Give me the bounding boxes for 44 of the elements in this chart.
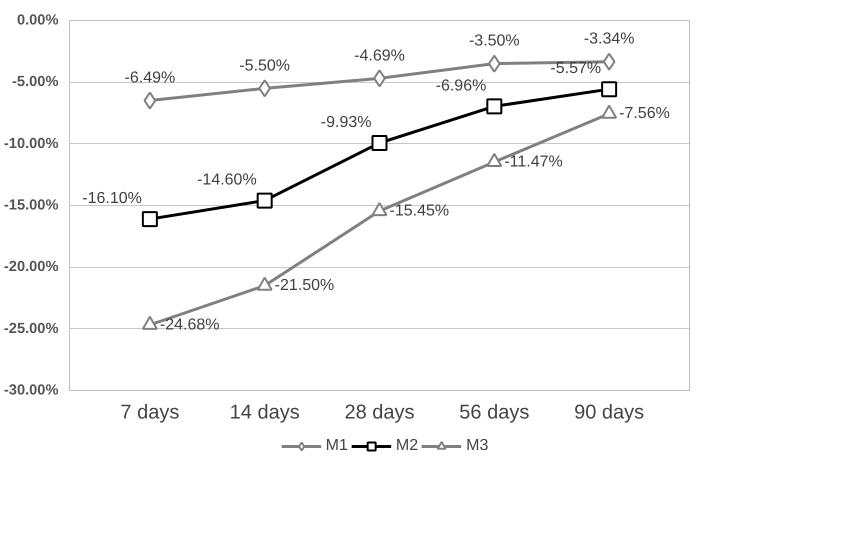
data-label: -5.50% (239, 57, 290, 74)
point (602, 52, 616, 71)
data-label: -3.50% (468, 32, 520, 50)
point (486, 152, 502, 168)
x-tick-label: 90 days (574, 402, 644, 424)
data-label: -5.57% (550, 60, 602, 78)
x-tick-label: 56 days (459, 402, 530, 424)
point (373, 69, 386, 88)
y-tick-label: -15.00% (4, 198, 59, 214)
point (142, 316, 158, 330)
data-label: -15.45% (390, 202, 450, 220)
data-label: -6.49% (124, 70, 176, 87)
data-label: -6.96% (436, 77, 486, 94)
x-tick-label: 7 days (120, 402, 180, 424)
data-label: -4.69% (354, 47, 405, 64)
y-tick-label: -25.00% (4, 320, 59, 337)
data-label: -24.68% (160, 316, 220, 334)
point (256, 276, 273, 291)
y-tick-label: -5.00% (12, 74, 59, 90)
x-tick-label: 14 days (230, 402, 300, 424)
point (256, 192, 273, 209)
point (144, 92, 156, 110)
data-label: -3.34% (584, 30, 634, 48)
legend-label: M2 (396, 437, 418, 455)
x-tick-label: 28 days (344, 402, 415, 424)
data-label: -11.47% (504, 153, 563, 170)
data-label: -9.93% (320, 114, 372, 131)
y-tick-label: 0.00% (16, 12, 59, 28)
y-tick-label: -30.00% (4, 382, 59, 398)
data-label: -16.10% (82, 190, 142, 208)
legend-label: M3 (466, 437, 488, 455)
point (372, 134, 388, 151)
point (372, 202, 388, 216)
point (486, 98, 502, 114)
legend-label: M1 (326, 437, 348, 455)
point (488, 54, 501, 73)
point (601, 81, 618, 98)
data-label: -14.60% (197, 172, 257, 189)
point (142, 211, 158, 228)
data-label: -21.50% (274, 277, 334, 294)
data-label: -7.56% (619, 105, 670, 122)
point (258, 79, 272, 98)
y-tick-label: -10.00% (4, 136, 59, 152)
y-tick-label: -20.00% (4, 259, 59, 276)
